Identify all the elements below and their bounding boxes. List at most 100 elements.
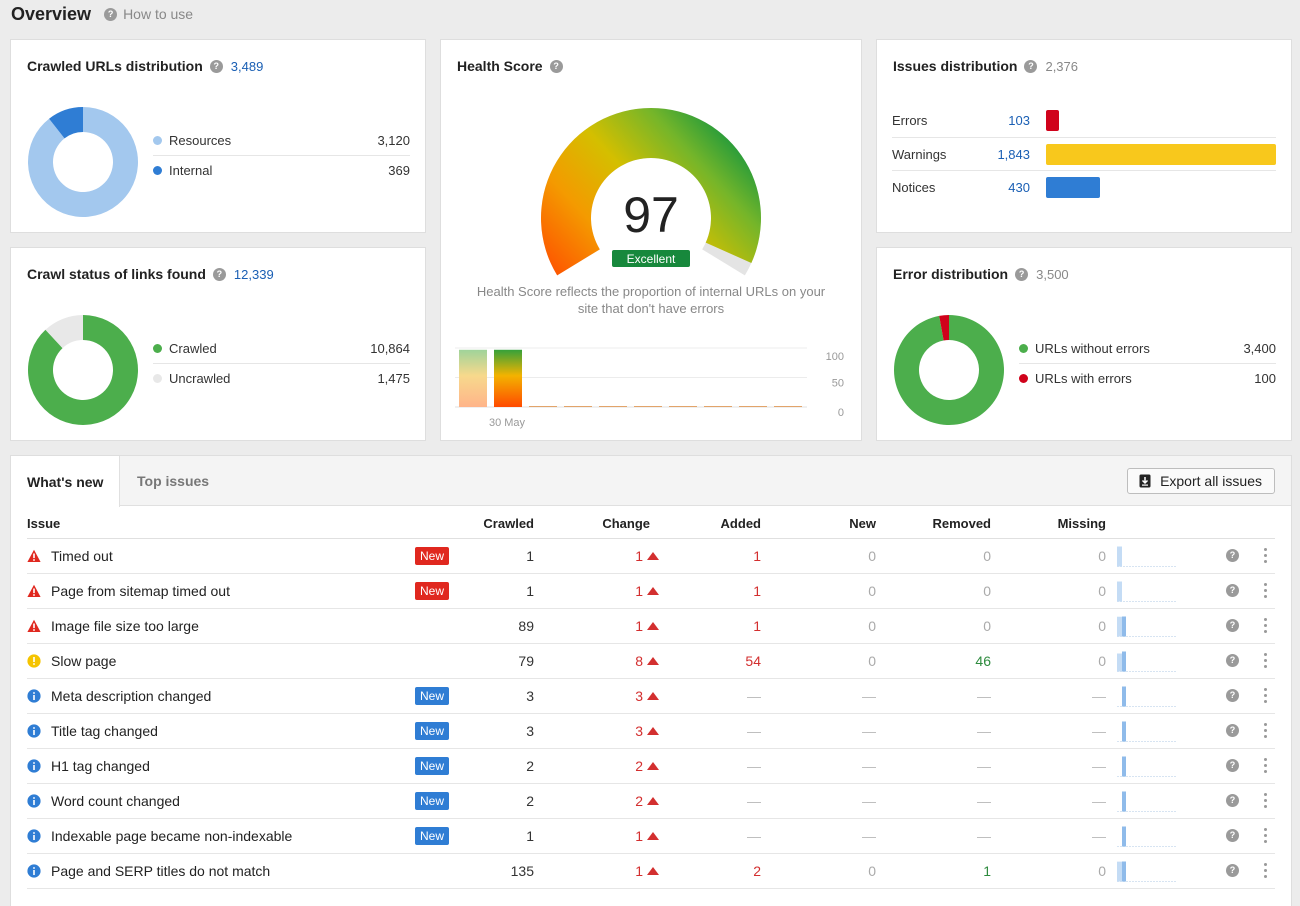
more-menu-icon[interactable]	[1264, 618, 1268, 634]
cell-removed[interactable]: —	[977, 793, 991, 809]
total-count[interactable]: 12,339	[233, 266, 274, 282]
donut-slice-urls-without-errors[interactable]	[894, 315, 1004, 425]
donut-slice-crawled[interactable]	[28, 315, 139, 425]
table-row[interactable]: Indexable page became non-indexable New 1 1…	[27, 819, 1275, 854]
cell-missing[interactable]: 0	[1098, 618, 1106, 634]
cell-missing[interactable]: —	[1092, 828, 1106, 844]
col-added[interactable]: Added	[720, 516, 761, 531]
cell-removed[interactable]: 1	[983, 863, 991, 879]
cell-missing[interactable]: 0	[1098, 583, 1106, 599]
cell-removed[interactable]: —	[977, 758, 991, 774]
col-new[interactable]: New	[849, 516, 876, 531]
cell-new[interactable]: 0	[868, 863, 876, 879]
cell-removed[interactable]: —	[977, 688, 991, 704]
cell-missing[interactable]: 0	[1098, 653, 1106, 669]
help-icon[interactable]: ?	[1226, 829, 1239, 842]
issues-row-notices[interactable]: Notices 430	[892, 170, 1276, 203]
issues-count[interactable]: 1,843	[997, 146, 1030, 162]
cell-new[interactable]: —	[862, 828, 876, 844]
legend-item[interactable]: Uncrawled 1,475	[153, 363, 410, 392]
table-row[interactable]: Image file size too large 89 1 1 0 0 0?	[27, 609, 1275, 644]
cell-missing[interactable]: —	[1092, 793, 1106, 809]
trend-sparkline[interactable]	[1117, 755, 1177, 777]
legend-item[interactable]: Resources 3,120	[153, 126, 410, 155]
cell-added[interactable]: —	[747, 793, 761, 809]
trend-sparkline[interactable]	[1117, 650, 1177, 672]
cell-removed[interactable]: —	[977, 723, 991, 739]
table-row[interactable]: Page from sitemap timed out New 1 1 1 0 0 0?	[27, 574, 1275, 609]
donut-slice-resources[interactable]	[27, 107, 138, 217]
issue-name[interactable]: Page and SERP titles do not match	[51, 863, 271, 879]
trend-sparkline[interactable]	[1117, 860, 1177, 882]
help-icon[interactable]: ?	[1024, 59, 1038, 73]
cell-new[interactable]: 0	[868, 653, 876, 669]
more-menu-icon[interactable]	[1264, 863, 1268, 879]
legend-item[interactable]: URLs without errors 3,400	[1019, 334, 1276, 363]
cell-new[interactable]: —	[862, 758, 876, 774]
help-icon[interactable]: ?	[1226, 724, 1239, 737]
table-row[interactable]: H1 tag changed New 2 2 — — — —?	[27, 749, 1275, 784]
cell-removed[interactable]: 0	[983, 583, 991, 599]
cell-added[interactable]: —	[747, 758, 761, 774]
cell-added[interactable]: 2	[753, 863, 761, 879]
cell-missing[interactable]: —	[1092, 688, 1106, 704]
more-menu-icon[interactable]	[1264, 828, 1268, 844]
cell-missing[interactable]: 0	[1098, 548, 1106, 564]
cell-added[interactable]: 54	[745, 653, 761, 669]
cell-removed[interactable]: 0	[983, 548, 991, 564]
issues-count[interactable]: 430	[1008, 179, 1030, 195]
trend-sparkline[interactable]	[1117, 545, 1177, 567]
help-icon[interactable]: ?	[212, 267, 226, 281]
cell-new[interactable]: —	[862, 793, 876, 809]
cell-added[interactable]: 1	[753, 548, 761, 564]
trend-sparkline[interactable]	[1117, 790, 1177, 812]
table-row[interactable]: Timed out New 1 1 1 0 0 0?	[27, 539, 1275, 574]
issue-name[interactable]: Image file size too large	[51, 618, 199, 634]
cell-added[interactable]: —	[747, 828, 761, 844]
cell-new[interactable]: 0	[868, 583, 876, 599]
more-menu-icon[interactable]	[1264, 723, 1268, 739]
donut-slice-internal[interactable]	[49, 107, 83, 139]
issue-name[interactable]: Slow page	[51, 653, 117, 669]
issue-name[interactable]: Word count changed	[51, 793, 180, 809]
more-menu-icon[interactable]	[1264, 583, 1268, 599]
cell-added[interactable]: 1	[753, 583, 761, 599]
trend-sparkline[interactable]	[1117, 825, 1177, 847]
help-icon[interactable]: ?	[1226, 794, 1239, 807]
cell-missing[interactable]: 0	[1098, 863, 1106, 879]
help-icon[interactable]: ?	[1226, 654, 1239, 667]
cell-removed[interactable]: —	[977, 828, 991, 844]
trend-sparkline[interactable]	[1117, 615, 1177, 637]
cell-removed[interactable]: 0	[983, 618, 991, 634]
issue-name[interactable]: Indexable page became non-indexable	[51, 828, 293, 844]
issue-name[interactable]: Page from sitemap timed out	[51, 583, 230, 599]
help-icon[interactable]: ?	[1226, 864, 1239, 877]
table-row[interactable]: Word count changed New 2 2 — — — —?	[27, 784, 1275, 819]
help-icon[interactable]: ?	[1226, 549, 1239, 562]
cell-added[interactable]: —	[747, 723, 761, 739]
table-row[interactable]: Page and SERP titles do not match 135 1 2 0 1…	[27, 854, 1275, 889]
help-icon[interactable]: ?	[1015, 267, 1029, 281]
donut-slice-uncrawled[interactable]	[45, 315, 83, 349]
tab-whats-new[interactable]: What's new	[11, 456, 121, 507]
trend-sparkline[interactable]	[1117, 580, 1177, 602]
table-row[interactable]: Title tag changed New 3 3 — — — —?	[27, 714, 1275, 749]
col-issue[interactable]: Issue	[27, 516, 61, 531]
cell-missing[interactable]: —	[1092, 723, 1106, 739]
legend-item[interactable]: Crawled 10,864	[153, 334, 410, 363]
help-icon[interactable]: ?	[1226, 689, 1239, 702]
col-missing[interactable]: Missing	[1057, 516, 1106, 531]
issues-row-warnings[interactable]: Warnings 1,843	[892, 137, 1276, 170]
cell-new[interactable]: 0	[868, 548, 876, 564]
cell-missing[interactable]: —	[1092, 758, 1106, 774]
cell-new[interactable]: 0	[868, 618, 876, 634]
legend-item[interactable]: URLs with errors 100	[1019, 363, 1276, 392]
tab-top-issues[interactable]: Top issues	[137, 473, 210, 489]
how-to-use-link[interactable]: ? How to use	[104, 6, 193, 22]
table-row[interactable]: Slow page 79 8 54 0 46 0?	[27, 644, 1275, 679]
history-bar[interactable]	[494, 349, 522, 407]
issue-name[interactable]: Title tag changed	[51, 723, 158, 739]
issues-row-errors[interactable]: Errors 103	[892, 104, 1276, 137]
export-all-issues-button[interactable]: Export all issues	[1127, 468, 1275, 494]
help-icon[interactable]: ?	[209, 59, 223, 73]
